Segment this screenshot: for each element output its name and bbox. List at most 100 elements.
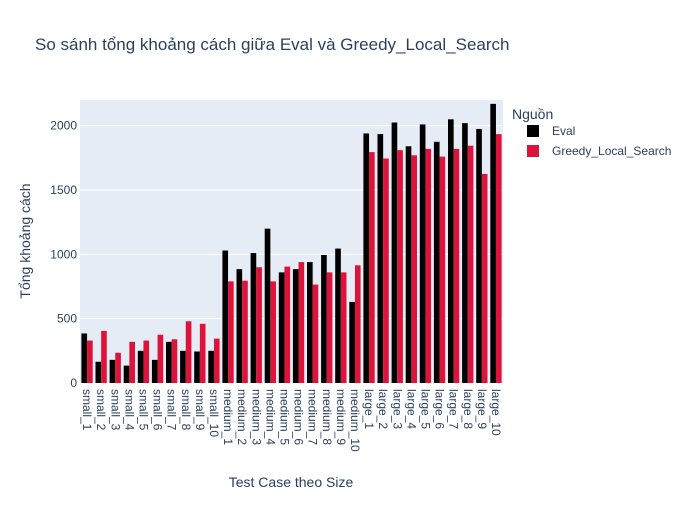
bar-eval-large-8[interactable] bbox=[462, 123, 468, 384]
x-tick-label: large_2 bbox=[376, 389, 390, 429]
x-tick-label: large_9 bbox=[475, 389, 489, 429]
bar-eval-medium-6[interactable] bbox=[292, 269, 299, 383]
bar-greedy-local-search-medium-5[interactable] bbox=[284, 266, 291, 383]
bar-eval-medium-3[interactable] bbox=[250, 253, 257, 383]
x-tick-label: small_3 bbox=[108, 389, 122, 431]
y-tick-label: 500 bbox=[57, 312, 77, 326]
series-eval bbox=[81, 103, 496, 384]
x-tick-label: large_10 bbox=[489, 389, 503, 436]
gridlines bbox=[80, 125, 503, 320]
x-tick-label: medium_3 bbox=[249, 389, 263, 445]
bar-greedy-local-search-small-3[interactable] bbox=[115, 352, 121, 383]
bar-greedy-local-search-small-8[interactable] bbox=[185, 321, 192, 383]
bar-greedy-local-search-medium-1[interactable] bbox=[228, 281, 234, 383]
x-tick-label: medium_9 bbox=[334, 389, 348, 445]
bar-eval-small-3[interactable] bbox=[109, 359, 116, 383]
bar-eval-large-3[interactable] bbox=[391, 122, 398, 384]
x-tick-label: medium_10 bbox=[348, 389, 362, 452]
bar-eval-small-9[interactable] bbox=[194, 351, 200, 383]
bar-greedy-local-search-large-4[interactable] bbox=[411, 155, 417, 383]
legend: Nguồn Eval Greedy_Local_Search bbox=[512, 106, 671, 158]
bar-greedy-local-search-small-7[interactable] bbox=[171, 339, 178, 383]
bar-greedy-local-search-small-10[interactable] bbox=[213, 338, 220, 383]
bar-greedy-local-search-large-8[interactable] bbox=[467, 145, 474, 383]
legend-item-greedy-local-search[interactable]: Greedy_Local_Search bbox=[527, 144, 671, 158]
bar-eval-medium-8[interactable] bbox=[321, 255, 327, 383]
bar-eval-large-10[interactable] bbox=[490, 103, 496, 383]
x-tick-label: medium_4 bbox=[263, 389, 277, 445]
bar-greedy-local-search-small-4[interactable] bbox=[129, 341, 135, 383]
bar-greedy-local-search-small-1[interactable] bbox=[87, 340, 93, 383]
bar-eval-small-2[interactable] bbox=[95, 361, 102, 383]
bar-eval-small-8[interactable] bbox=[180, 350, 186, 383]
bar-greedy-local-search-large-2[interactable] bbox=[383, 158, 389, 383]
bar-eval-small-7[interactable] bbox=[166, 341, 172, 383]
bar-greedy-local-search-medium-6[interactable] bbox=[298, 262, 305, 383]
bar-eval-small-4[interactable] bbox=[123, 365, 130, 383]
x-tick-label: small_1 bbox=[80, 389, 94, 431]
bar-eval-medium-2[interactable] bbox=[236, 269, 243, 383]
bar-eval-medium-1[interactable] bbox=[222, 250, 229, 383]
bar-eval-large-9[interactable] bbox=[476, 128, 482, 383]
y-tick-label: 1500 bbox=[50, 183, 77, 197]
bar-greedy-local-search-medium-2[interactable] bbox=[242, 280, 248, 383]
bar-greedy-local-search-medium-8[interactable] bbox=[326, 272, 333, 383]
bar-eval-large-6[interactable] bbox=[433, 141, 440, 383]
bar-greedy-local-search-large-3[interactable] bbox=[397, 150, 403, 383]
bar-greedy-local-search-medium-4[interactable] bbox=[270, 281, 276, 383]
bar-eval-small-10[interactable] bbox=[208, 350, 214, 383]
bar-greedy-local-search-medium-9[interactable] bbox=[340, 272, 347, 383]
bar-eval-large-5[interactable] bbox=[419, 124, 426, 383]
legend-item-eval[interactable]: Eval bbox=[527, 124, 575, 138]
x-tick-label: large_4 bbox=[404, 389, 418, 429]
x-tick-label: small_2 bbox=[94, 389, 108, 431]
bar-greedy-local-search-small-5[interactable] bbox=[143, 340, 150, 383]
bar-greedy-local-search-medium-10[interactable] bbox=[354, 265, 361, 383]
bar-greedy-local-search-medium-7[interactable] bbox=[312, 284, 319, 383]
x-tick-label: large_5 bbox=[418, 389, 432, 429]
bar-greedy-local-search-large-10[interactable] bbox=[495, 134, 502, 383]
x-axis-label: Test Case theo Size bbox=[229, 474, 354, 490]
x-tick-label: small_9 bbox=[193, 389, 207, 431]
plot-background bbox=[80, 100, 503, 383]
x-tick-label: large_8 bbox=[461, 389, 475, 429]
legend-label: Eval bbox=[552, 124, 575, 138]
bar-greedy-local-search-large-6[interactable] bbox=[439, 156, 446, 383]
bar-eval-large-7[interactable] bbox=[448, 119, 454, 383]
bar-eval-large-2[interactable] bbox=[377, 134, 384, 383]
bar-eval-medium-7[interactable] bbox=[307, 262, 313, 383]
x-tick-labels: small_1 small_2 small_3 small_4 small_5 small… bbox=[80, 389, 503, 452]
x-tick-label: small_8 bbox=[179, 389, 193, 431]
bar-greedy-local-search-small-6[interactable] bbox=[157, 334, 164, 383]
bar-eval-medium-5[interactable] bbox=[278, 272, 285, 383]
bar-eval-small-1[interactable] bbox=[81, 333, 88, 383]
x-tick-label: medium_2 bbox=[235, 389, 249, 445]
y-axis-label: Tổng khoảng cách bbox=[17, 183, 33, 298]
bar-eval-large-1[interactable] bbox=[363, 133, 370, 383]
bar-greedy-local-search-small-2[interactable] bbox=[101, 330, 107, 383]
legend-swatch bbox=[527, 145, 539, 157]
bar-greedy-local-search-large-9[interactable] bbox=[481, 173, 488, 383]
bar-eval-medium-10[interactable] bbox=[349, 301, 355, 383]
chart-title: So sánh tổng khoảng cách giữa Eval và Gr… bbox=[35, 35, 509, 54]
bar-eval-small-6[interactable] bbox=[151, 359, 158, 383]
x-tick-label: small_4 bbox=[122, 389, 136, 431]
bar-greedy-local-search-small-9[interactable] bbox=[199, 323, 206, 383]
y-tick-label: 2000 bbox=[50, 119, 77, 133]
bar-greedy-local-search-large-1[interactable] bbox=[369, 152, 375, 383]
x-tick-label: small_10 bbox=[207, 389, 221, 437]
bar-eval-medium-9[interactable] bbox=[335, 248, 341, 383]
y-tick-labels: 0 500 1000 1500 2000 bbox=[50, 119, 77, 390]
bar-eval-large-4[interactable] bbox=[405, 146, 412, 383]
x-tick-label: large_3 bbox=[390, 389, 404, 429]
x-tick-label: small_7 bbox=[165, 389, 179, 431]
bar-greedy-local-search-large-7[interactable] bbox=[453, 148, 460, 383]
bar-greedy-local-search-medium-3[interactable] bbox=[256, 267, 262, 383]
bar-eval-small-5[interactable] bbox=[137, 350, 144, 383]
bar-eval-medium-4[interactable] bbox=[264, 228, 271, 383]
legend-title: Nguồn bbox=[512, 106, 553, 122]
bar-series-group bbox=[81, 103, 502, 384]
x-tick-label: medium_8 bbox=[320, 389, 334, 445]
bar-greedy-local-search-large-5[interactable] bbox=[425, 148, 432, 383]
